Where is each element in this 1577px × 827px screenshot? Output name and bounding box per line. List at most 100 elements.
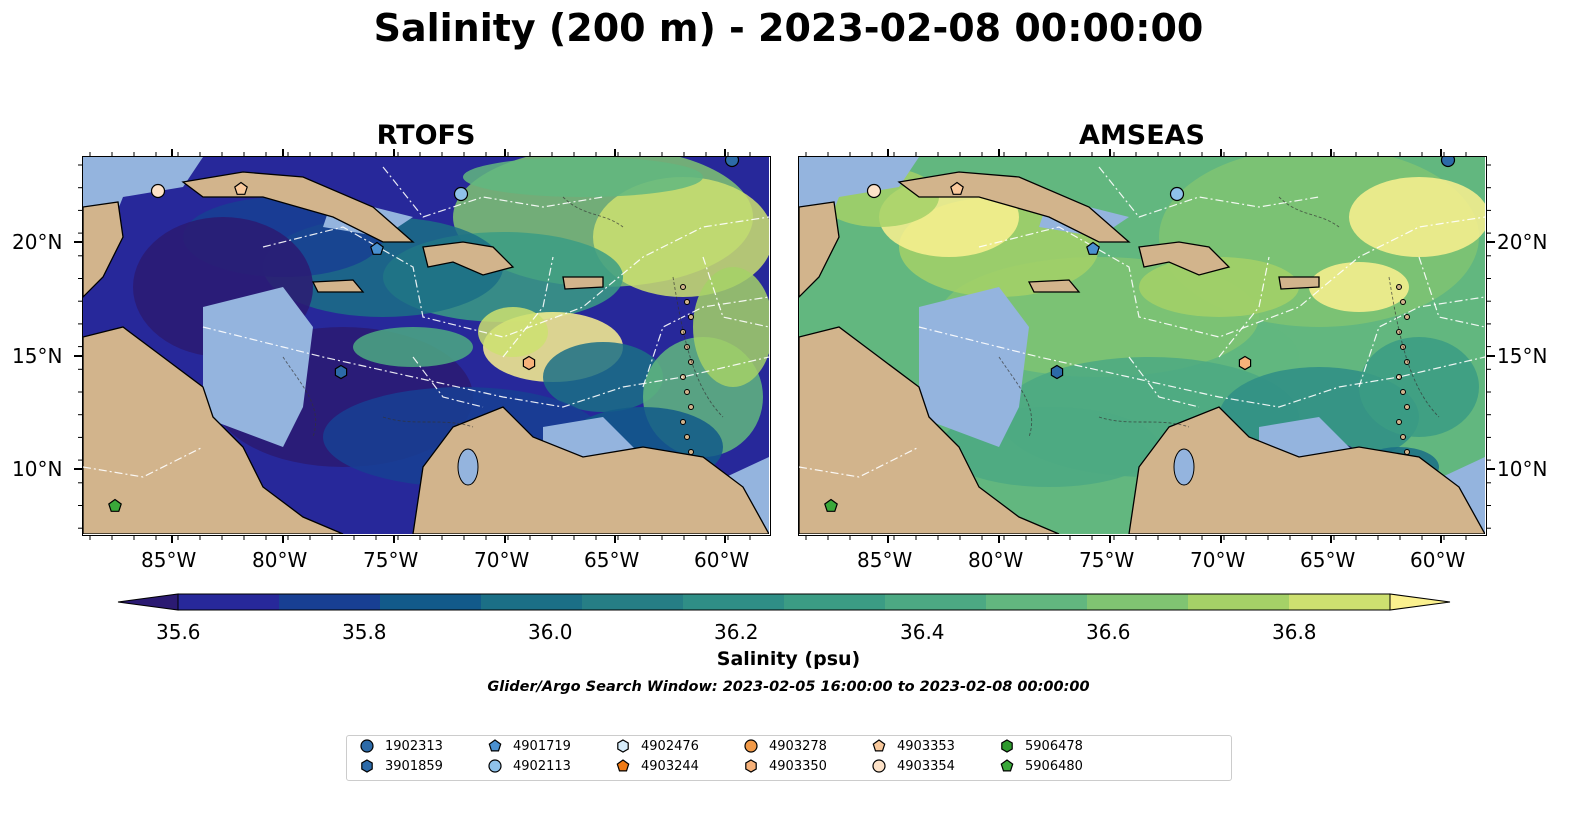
colorbar-tick-label: 36.8 <box>1272 620 1317 644</box>
legend-marker-icon <box>488 739 502 752</box>
boundary-line <box>1098 166 1320 218</box>
float-marker <box>724 157 740 168</box>
legend-label: 4902113 <box>513 758 571 774</box>
island <box>1396 284 1402 290</box>
salinity-region <box>1309 262 1409 312</box>
lake <box>1173 448 1195 486</box>
legend-marker-icon <box>1001 739 1013 753</box>
colorbar-bin <box>582 594 684 610</box>
land <box>562 276 604 290</box>
colorbar-tick-label: 36.2 <box>714 620 759 644</box>
land <box>1278 276 1320 290</box>
colorbar-label: Salinity (psu) <box>716 648 861 670</box>
legend-marker-icon <box>872 759 886 773</box>
salinity-region <box>543 342 663 412</box>
land <box>799 201 840 298</box>
legend: 1902313 3901859 4901719 4902113 4902476 49032… <box>346 735 1232 781</box>
float-marker <box>950 181 964 195</box>
colorbar-frame <box>177 593 1391 611</box>
float-marker <box>1086 241 1100 255</box>
lat-label: 10°N <box>12 457 63 481</box>
legend-label: 5906478 <box>1025 738 1083 754</box>
isobath-contour <box>562 196 624 228</box>
panel-title-amseas: AMSEAS <box>1079 120 1205 151</box>
land <box>83 201 124 298</box>
colorbar-tick-label: 36.6 <box>1086 620 1131 644</box>
legend-item: 4902476 <box>615 738 699 754</box>
legend-marker-icon <box>616 759 630 772</box>
land <box>412 406 770 535</box>
legend-label: 5906480 <box>1025 758 1083 774</box>
map-panel-rtofs <box>82 156 771 536</box>
isobath-contour <box>1278 196 1340 228</box>
boundary-line <box>918 326 1486 408</box>
lon-label: 60°W <box>694 548 750 572</box>
lon-label: 65°W <box>584 548 640 572</box>
island <box>688 359 694 365</box>
island <box>688 404 694 410</box>
lon-label: 75°W <box>363 548 419 572</box>
salinity-region <box>593 177 770 297</box>
map-panel-amseas <box>798 156 1487 536</box>
land <box>1128 406 1486 535</box>
salinity-region <box>693 267 770 387</box>
lon-label: 70°W <box>474 548 530 572</box>
lat-label: 15°N <box>12 344 63 368</box>
land <box>1027 279 1081 293</box>
isobath-contour <box>998 356 1033 438</box>
island <box>1400 389 1406 395</box>
legend-label: 4903278 <box>769 738 827 754</box>
search-window-text: Glider/Argo Search Window: 2023-02-05 16… <box>487 679 1090 695</box>
colorbar-tick-label: 35.8 <box>342 620 387 644</box>
salinity-region <box>1139 257 1299 317</box>
lon-label: 80°W <box>968 548 1024 572</box>
legend-marker-icon <box>744 739 758 753</box>
boundary-line <box>799 446 920 478</box>
legend-label: 3901859 <box>385 758 443 774</box>
land <box>422 241 515 276</box>
island <box>1396 419 1402 425</box>
legend-item: 4901719 <box>487 738 571 754</box>
island <box>1404 449 1410 455</box>
isobath-contour <box>672 276 724 418</box>
boundary-line <box>502 256 554 358</box>
colorbar-bin <box>1188 594 1290 610</box>
salinity-region <box>463 157 703 197</box>
isobath-contour <box>1388 276 1440 418</box>
colorbar-bin <box>1289 594 1391 610</box>
lon-label: 80°W <box>252 548 308 572</box>
island <box>1404 314 1410 320</box>
float-marker <box>866 183 882 199</box>
salinity-region <box>1349 177 1486 257</box>
island <box>688 449 694 455</box>
colorbar-bin <box>178 594 280 610</box>
axis-ticks <box>74 149 1495 543</box>
legend-item: 4903244 <box>615 758 699 774</box>
island <box>688 314 694 320</box>
island <box>684 389 690 395</box>
salinity-region <box>478 307 548 357</box>
float-marker <box>370 241 384 255</box>
boundary-line <box>412 356 484 408</box>
colorbar-bin <box>380 594 482 610</box>
colorbar-extend-low <box>117 593 179 611</box>
lon-label: 85°W <box>141 548 197 572</box>
colorbar-extend-high <box>1389 593 1451 611</box>
island <box>684 434 690 440</box>
lon-label: 85°W <box>857 548 913 572</box>
boundary-line <box>642 296 770 388</box>
colorbar-bin <box>986 594 1088 610</box>
float-marker <box>522 355 536 371</box>
legend-label: 4903244 <box>641 758 699 774</box>
legend-marker-icon <box>361 759 373 773</box>
float-marker <box>1238 355 1252 371</box>
float-marker <box>334 364 348 380</box>
legend-label: 1902313 <box>385 738 443 754</box>
colorbar-bin <box>279 594 381 610</box>
lat-label: 20°N <box>1497 230 1548 254</box>
colorbar-bin <box>683 594 785 610</box>
legend-label: 4902476 <box>641 738 699 754</box>
salinity-map <box>83 157 770 535</box>
float-marker <box>824 498 838 512</box>
shallow-water <box>799 157 919 267</box>
